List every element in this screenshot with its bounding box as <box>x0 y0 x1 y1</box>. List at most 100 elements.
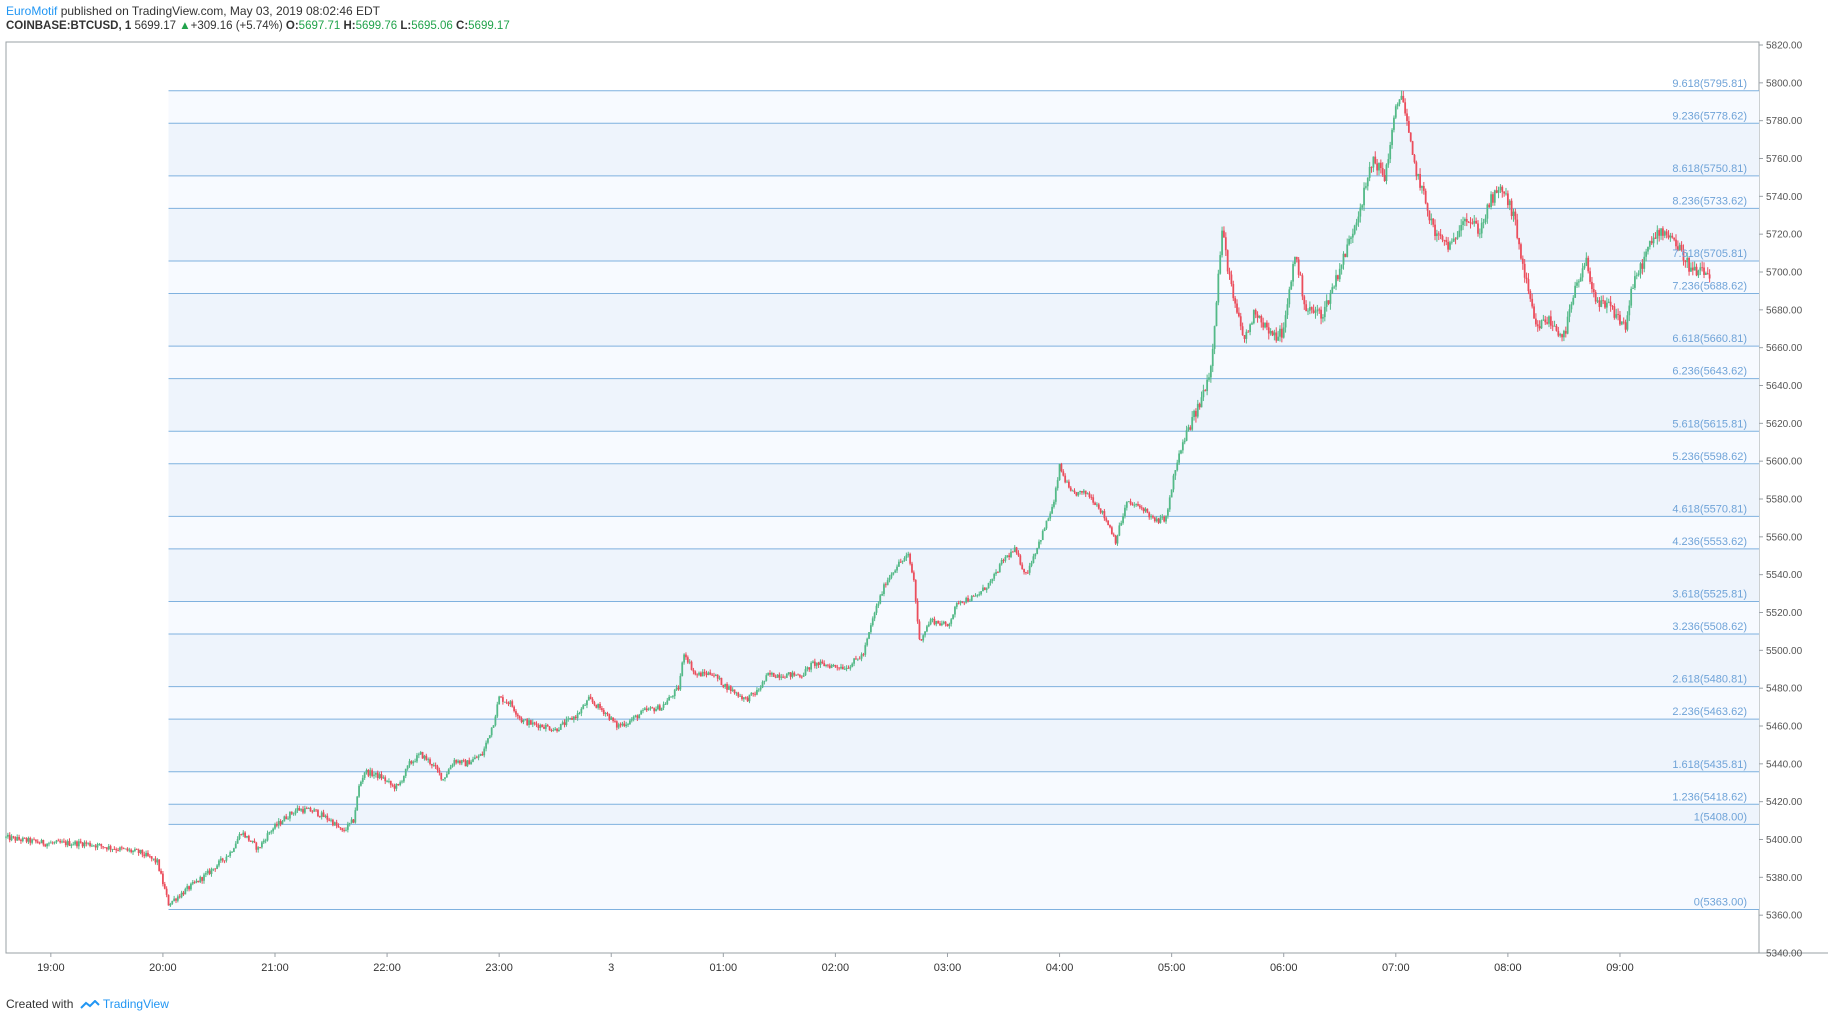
candle-body <box>954 606 956 615</box>
candle-body <box>1505 193 1507 195</box>
candle-body <box>1221 230 1223 256</box>
candle-body <box>927 624 930 627</box>
candle-body <box>31 839 34 843</box>
candle-body <box>1514 211 1517 220</box>
candle-body <box>1071 490 1074 492</box>
candle-body <box>494 716 497 726</box>
fib-level-label: 4.236(5553.62) <box>1672 536 1747 548</box>
candle-body <box>496 704 499 717</box>
candle-body <box>728 686 730 690</box>
candle-body <box>1191 417 1194 430</box>
candle-body <box>330 819 332 821</box>
candle-body <box>313 809 316 812</box>
candle-body <box>175 898 177 901</box>
candle-body <box>1613 306 1616 318</box>
candle-body <box>219 858 222 861</box>
candle-body <box>1196 403 1199 417</box>
candle-body <box>249 840 252 842</box>
candle-body <box>569 717 572 719</box>
candle-body <box>1650 241 1653 244</box>
created-with-text: Created with <box>6 997 74 1011</box>
candle-body <box>558 729 560 732</box>
candle-body <box>1471 222 1474 224</box>
time-tick-label: 01:00 <box>710 962 738 974</box>
candle-body <box>735 692 738 694</box>
candle-body <box>266 833 269 841</box>
time-tick-label: 05:00 <box>1158 962 1186 974</box>
fib-level-label: 0(5363.00) <box>1694 896 1747 908</box>
candle-body <box>655 709 657 712</box>
candle-body <box>1079 490 1082 492</box>
candle-body <box>1469 222 1472 224</box>
candle-body <box>1484 218 1487 223</box>
candle-body <box>1693 266 1696 271</box>
time-tick-label: 21:00 <box>261 962 289 974</box>
candle-body <box>178 896 181 898</box>
candle-body <box>1703 267 1705 275</box>
candle-body <box>317 810 319 817</box>
fib-band <box>168 90 1759 124</box>
candle-body <box>1579 277 1582 282</box>
candle-body <box>615 721 618 728</box>
candle-body <box>847 667 850 669</box>
candle-body <box>399 782 402 786</box>
candle-body <box>670 696 672 698</box>
candle-body <box>724 684 727 687</box>
candle-body <box>1069 487 1072 491</box>
candle-body <box>1114 535 1117 544</box>
candle-body <box>1323 306 1326 318</box>
fib-level-label: 6.236(5643.62) <box>1672 366 1747 378</box>
candle-body <box>1688 257 1690 272</box>
fib-line-group <box>168 90 1759 910</box>
candle-body <box>186 886 189 889</box>
candle-body <box>1396 104 1399 107</box>
candle-body <box>72 844 75 846</box>
candle-body <box>739 695 742 697</box>
candle-body <box>647 708 650 711</box>
candle-body <box>1217 273 1220 303</box>
low-label: L: <box>400 20 412 32</box>
candle-body <box>1596 300 1599 302</box>
candle-body <box>813 661 816 666</box>
candle-body <box>320 812 323 817</box>
tradingview-brand-link[interactable]: TradingView <box>102 997 169 1011</box>
candle-body <box>1435 233 1438 237</box>
candle-body <box>232 848 235 852</box>
candle-body <box>1081 490 1083 493</box>
candle-body <box>939 623 941 626</box>
candle-body <box>666 700 669 705</box>
candle-body <box>382 777 385 779</box>
candle-body <box>965 597 968 603</box>
candle-body <box>660 707 663 711</box>
price-tick-label: 5500.00 <box>1766 646 1803 657</box>
candle-body <box>1368 166 1371 178</box>
candle-body <box>231 851 233 853</box>
candle-body <box>843 669 846 670</box>
candle-body <box>657 705 659 710</box>
symbol-label: COINBASE:BTCUSD, 1 <box>6 20 132 32</box>
candle-body <box>812 661 814 663</box>
candle-body <box>1110 527 1113 535</box>
candle-body <box>1449 242 1451 250</box>
candle-body <box>1434 224 1436 237</box>
candle-body <box>1576 282 1578 286</box>
author-link[interactable]: EuroMotif <box>6 4 58 18</box>
candle-body <box>100 843 103 847</box>
candle-body <box>487 738 489 743</box>
candle-body <box>1628 305 1631 316</box>
candle-body <box>952 614 954 620</box>
candle-body <box>838 667 841 669</box>
candle-body <box>33 839 35 841</box>
candle-body <box>1675 239 1677 247</box>
candle-body <box>664 704 667 705</box>
candle-body <box>858 658 861 660</box>
candle-body <box>733 689 736 694</box>
fib-band <box>168 208 1759 262</box>
candle-body <box>81 842 84 847</box>
candle-body <box>119 847 121 851</box>
candle-body <box>429 759 431 764</box>
candle-body <box>1284 315 1287 328</box>
candle-body <box>1163 516 1166 522</box>
candle-body <box>1497 190 1500 193</box>
